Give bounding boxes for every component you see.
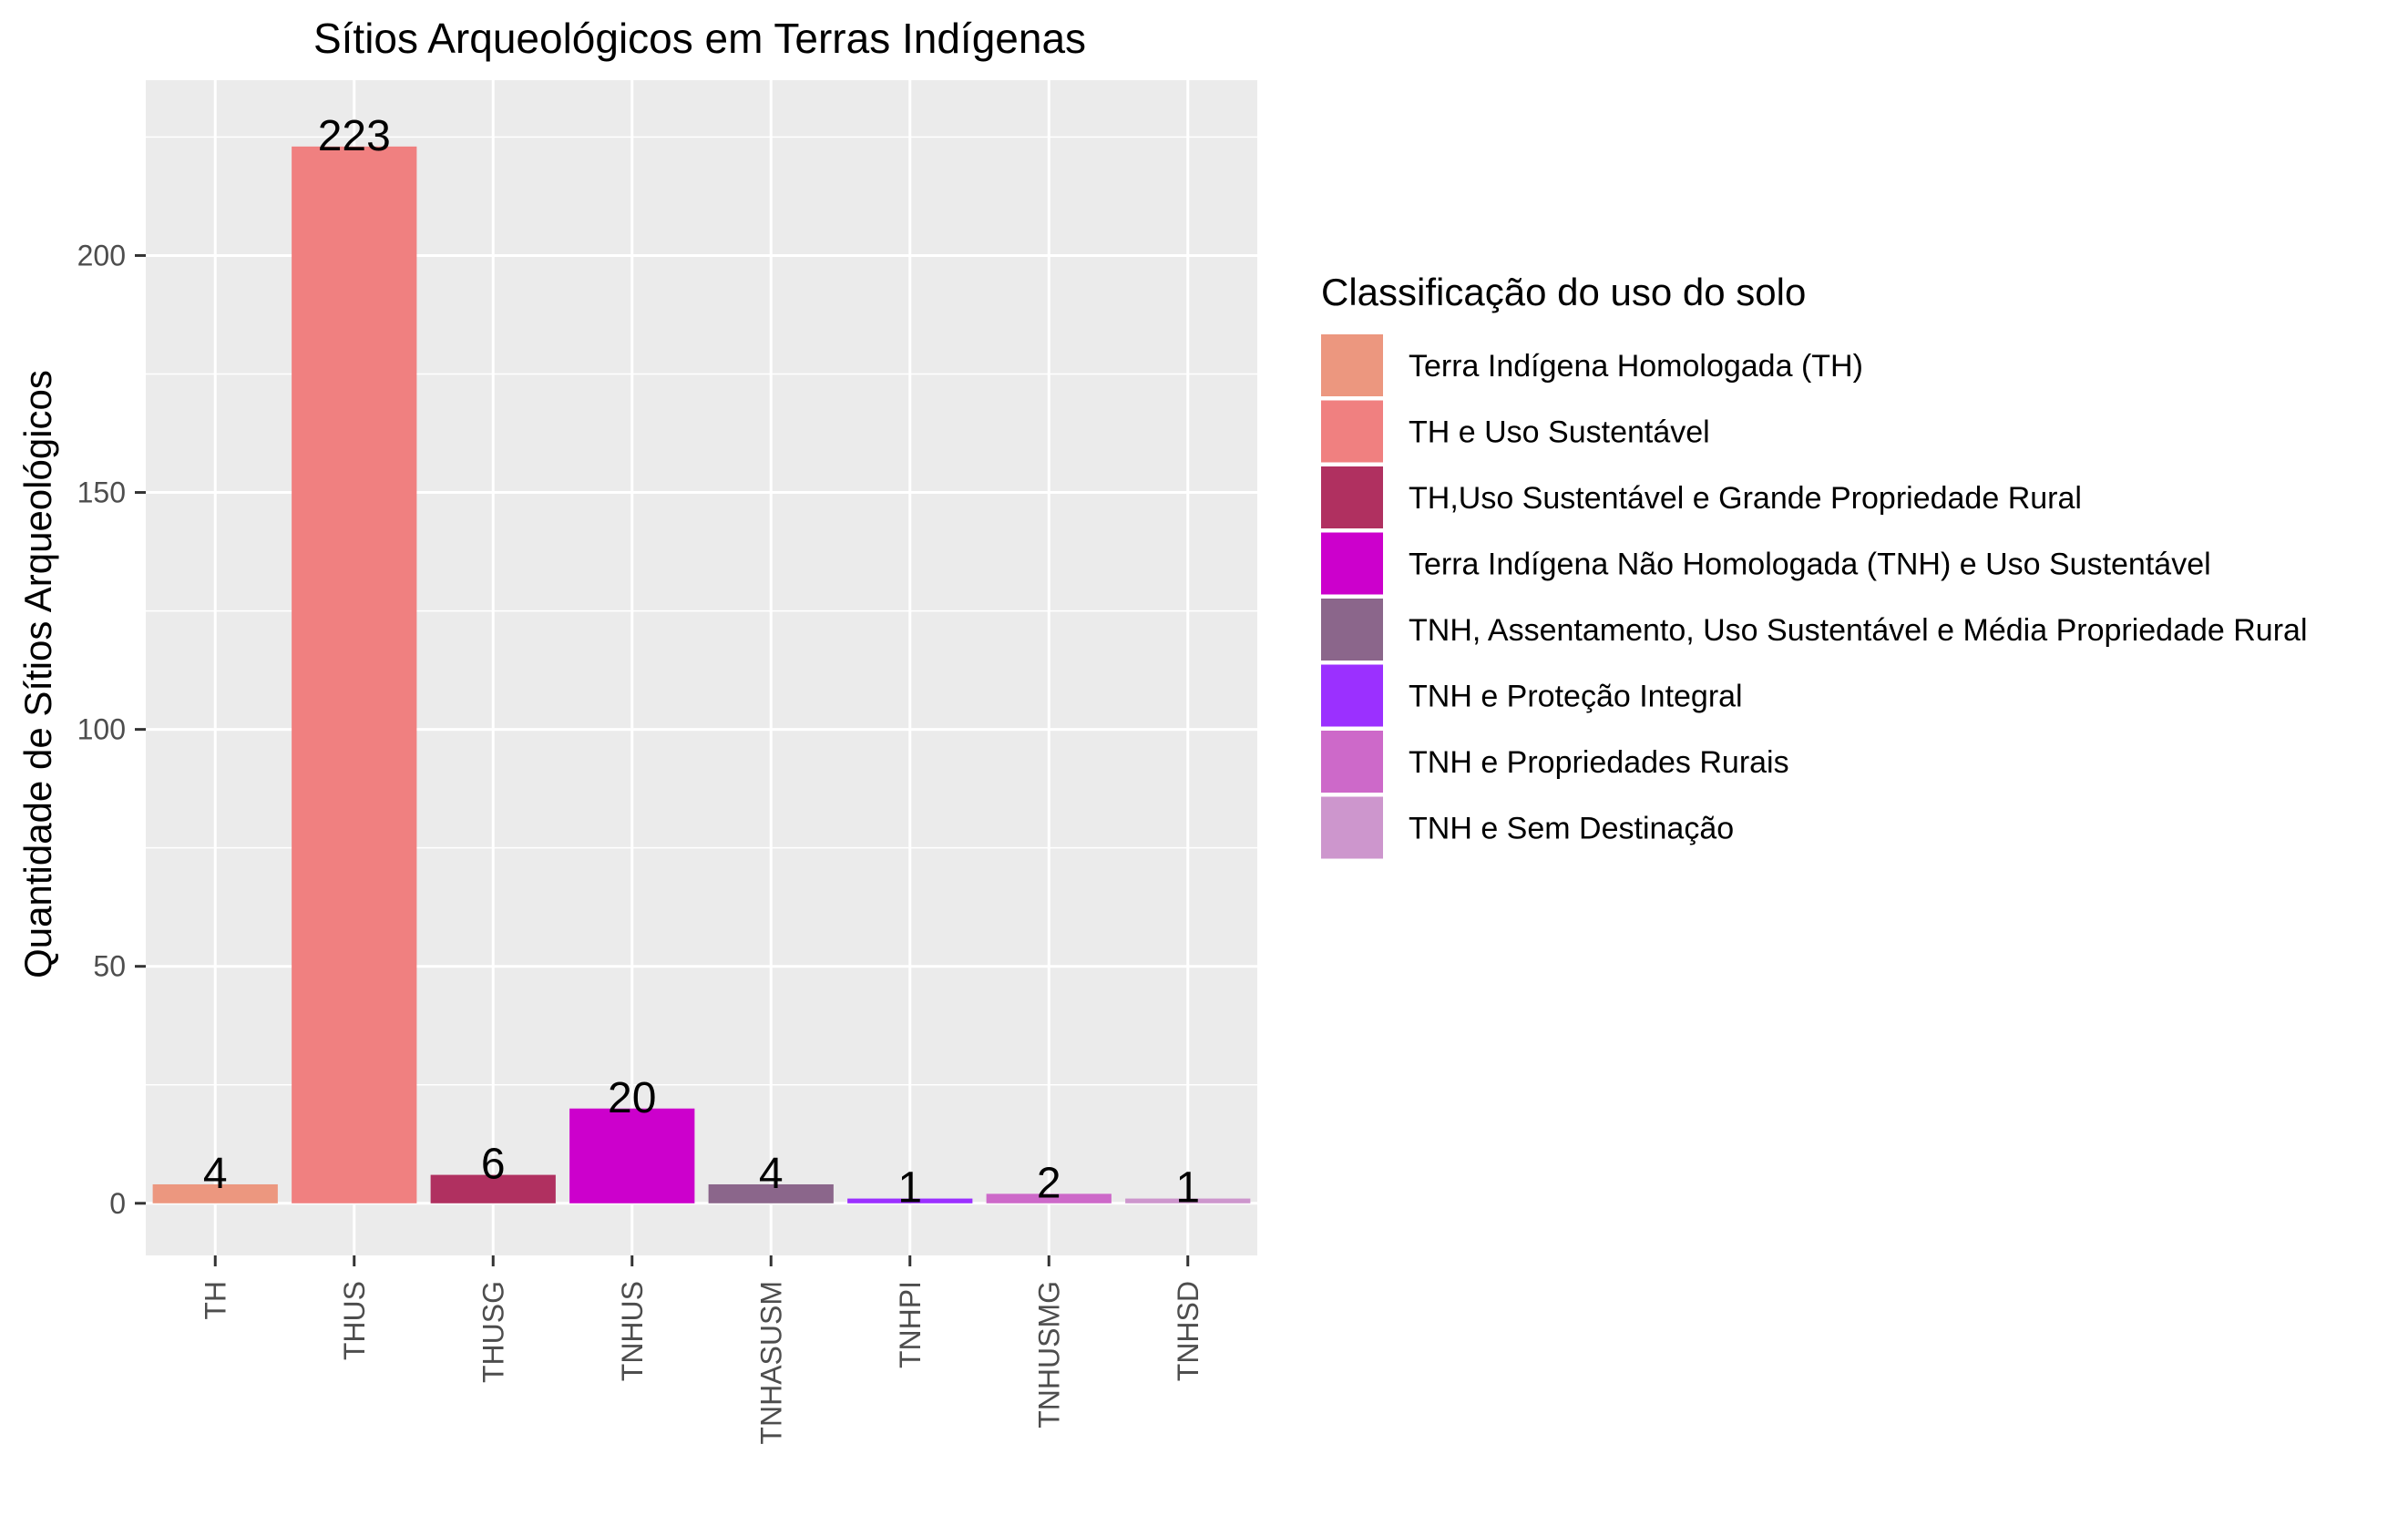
x-tick-label-tnhus: TNHUS — [616, 1281, 649, 1381]
legend-key — [1321, 400, 1383, 463]
legend-entry: TNH e Propriedades Rurais — [1409, 745, 1789, 780]
bar-tnhus — [569, 1108, 695, 1203]
data-label-tnhpi: 1 — [897, 1164, 922, 1213]
y-tick-label: 150 — [77, 476, 126, 509]
legend-entry: TH,Uso Sustentável e Grande Propriedade … — [1409, 481, 2082, 516]
legend-entry: TNH e Proteção Integral — [1409, 680, 1743, 714]
legend: Classificação do uso do solo Terra Indíg… — [1321, 271, 2308, 859]
legend-entry: Terra Indígena Homologada (TH) — [1409, 349, 1863, 384]
legend-title: Classificação do uso do solo — [1321, 271, 1806, 313]
data-labels: 4 223 6 20 4 1 2 1 — [203, 112, 1200, 1213]
chart-title: Sítios Arqueológicos em Terras Indígenas — [313, 15, 1086, 62]
x-tick-label-thusg: THUSG — [476, 1281, 509, 1383]
bar-thus — [292, 146, 417, 1203]
data-label-tnhsd: 1 — [1175, 1164, 1200, 1213]
x-tick-label-thus: THUS — [338, 1281, 371, 1360]
bars — [152, 146, 1251, 1203]
y-tick-label: 200 — [77, 239, 126, 271]
x-tick-label-tnhpi: TNHPI — [894, 1281, 927, 1368]
legend-entry: TNH, Assentamento, Uso Sustentável e Méd… — [1409, 613, 2308, 648]
x-tick-label-tnhasusm: TNHASUSM — [754, 1281, 787, 1445]
legend-entry: TNH e Sem Destinação — [1409, 812, 1734, 846]
bar-tnhsd — [1125, 1198, 1251, 1203]
y-tick-label: 50 — [93, 950, 126, 983]
bar-th — [152, 1183, 278, 1203]
bar-thusg — [430, 1174, 556, 1203]
y-tick-label: 100 — [77, 713, 126, 746]
x-axis: TH THUS THUSG TNHUS TNHASUSM TNHPI TNHUSMG TNHS… — [199, 1255, 1204, 1445]
bar-tnhusmg — [986, 1193, 1112, 1203]
x-tick-label-th: TH — [199, 1281, 231, 1320]
legend-key — [1321, 731, 1383, 793]
data-label-tnhusmg: 2 — [1037, 1159, 1061, 1207]
legend-key — [1321, 466, 1383, 528]
data-label-th: 4 — [203, 1150, 228, 1198]
y-axis: 0 50 100 150 200 — [77, 239, 146, 1220]
legend-key — [1321, 664, 1383, 727]
bar-tnhasusm — [708, 1183, 834, 1203]
bar-tnhpi — [847, 1198, 973, 1203]
y-tick-label: 0 — [109, 1187, 126, 1220]
legend-key — [1321, 796, 1383, 859]
data-label-thus: 223 — [318, 112, 391, 160]
legend-entry: TH e Uso Sustentável — [1409, 415, 1710, 450]
data-label-tnhasusm: 4 — [759, 1150, 784, 1198]
x-tick-label-tnhsd: TNHSD — [1172, 1281, 1204, 1381]
data-label-tnhus: 20 — [608, 1074, 656, 1122]
legend-key — [1321, 599, 1383, 661]
legend-entry: Terra Indígena Não Homologada (TNH) e Us… — [1409, 548, 2211, 582]
x-tick-label-tnhusmg: TNHUSMG — [1032, 1281, 1065, 1429]
legend-key — [1321, 334, 1383, 396]
legend-key — [1321, 532, 1383, 595]
data-label-thusg: 6 — [481, 1141, 506, 1189]
y-axis-label: Quantidade de Sítios Arqueológicos — [16, 370, 59, 978]
